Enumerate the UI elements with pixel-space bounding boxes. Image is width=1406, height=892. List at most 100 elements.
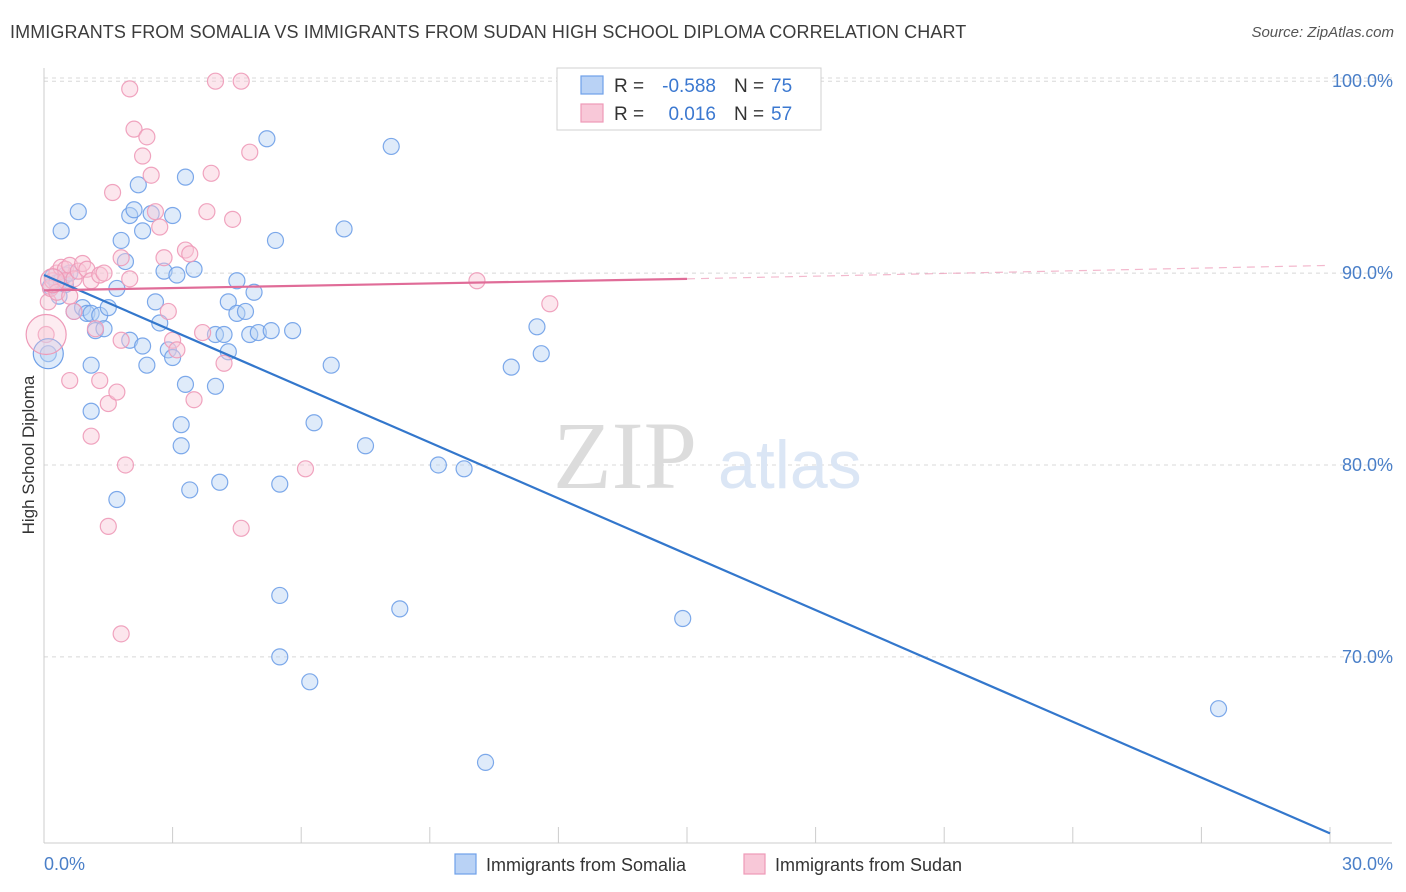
sudan-point: [121, 80, 139, 98]
chart-title: IMMIGRANTS FROM SOMALIA VS IMMIGRANTS FR…: [10, 22, 967, 42]
somalia-point: [82, 356, 100, 374]
sudan-point: [82, 427, 100, 445]
y-tick-label: 80.0%: [1342, 455, 1393, 475]
sudan-point: [108, 383, 126, 401]
somalia-point: [185, 260, 203, 278]
sudan-point: [232, 72, 250, 90]
sudan-point: [198, 203, 216, 221]
sudan-point: [296, 460, 315, 478]
sudan-point: [232, 519, 250, 537]
sudan-cluster-point: [25, 313, 67, 356]
legend-r-value-somalia: -0.588: [662, 76, 716, 97]
somalia-point: [382, 137, 400, 156]
somalia-point: [176, 375, 195, 393]
somalia-point: [138, 356, 156, 374]
sudan-point: [224, 210, 242, 228]
somalia-point: [78, 304, 96, 322]
somalia-point: [391, 600, 409, 618]
y-tick-label: 90.0%: [1342, 263, 1393, 283]
sudan-trend-line: [43, 277, 688, 292]
sudan-point: [202, 164, 220, 182]
legend-n-label-somalia: N =: [734, 76, 764, 97]
somalia-point: [245, 283, 263, 301]
somalia-point: [228, 272, 246, 290]
sudan-trend-extension: [686, 264, 1331, 280]
somalia-point: [108, 490, 126, 509]
sudan-point: [215, 354, 233, 372]
bottom-legend-label-somalia: Immigrants from Somalia: [486, 855, 687, 875]
sudan-point: [194, 323, 212, 342]
bottom-legend-label-sudan: Immigrants from Sudan: [775, 855, 962, 875]
legend-n-value-somalia: 75: [771, 76, 792, 97]
y-tick-label: 100.0%: [1332, 71, 1393, 91]
somalia-point: [476, 753, 495, 772]
legend-r-label-somalia: R =: [614, 76, 644, 97]
legend-swatch-sudan: [580, 103, 604, 123]
somalia-point: [215, 325, 233, 344]
sudan-point: [181, 245, 199, 263]
somalia-point: [176, 168, 195, 186]
legend-r-label-sudan: R =: [614, 104, 644, 125]
sudan-point: [164, 331, 182, 349]
sudan-point: [146, 203, 165, 221]
somalia-point: [164, 206, 182, 225]
watermark-zip: ZIP: [553, 402, 697, 509]
sudan-cluster-point: [39, 268, 66, 294]
stats-legend: R = -0.588 N = 75 R = 0.016 N = 57: [556, 67, 822, 131]
sudan-point: [99, 517, 117, 535]
watermark-atlas: atlas: [718, 427, 862, 503]
somalia-point: [52, 222, 70, 240]
somalia-point: [271, 648, 289, 666]
sudan-point: [168, 341, 186, 359]
somalia-point: [172, 416, 190, 434]
x-tick-label-max: 30.0%: [1342, 854, 1393, 874]
sudan-point: [61, 371, 79, 390]
chart-source: Source: ZipAtlas.com: [1251, 24, 1394, 41]
somalia-point: [129, 176, 147, 194]
legend-n-value-sudan: 57: [771, 104, 792, 125]
somalia-point: [1209, 700, 1228, 718]
points-layer: [25, 72, 1228, 772]
sudan-point: [86, 320, 105, 338]
y-tick-label: 70.0%: [1342, 647, 1393, 667]
somalia-point: [305, 414, 323, 432]
somalia-point: [455, 460, 473, 478]
somalia-point: [211, 473, 229, 491]
sudan-point: [142, 166, 160, 184]
sudan-point: [112, 331, 130, 349]
somalia-point: [301, 673, 319, 691]
sudan-point: [151, 218, 169, 236]
somalia-point: [172, 437, 190, 455]
somalia-point: [284, 322, 302, 340]
sudan-point: [61, 287, 79, 305]
somalia-point: [429, 456, 447, 474]
somalia-point: [502, 358, 520, 376]
bottom-legend-swatch-sudan: [743, 853, 766, 875]
somalia-point: [271, 586, 289, 605]
somalia-point: [69, 203, 87, 221]
sudan-point: [121, 270, 139, 288]
sudan-point: [541, 295, 559, 313]
somalia-point: [133, 222, 152, 240]
sudan-point: [112, 249, 130, 267]
sudan-point: [468, 272, 486, 290]
sudan-point: [65, 302, 83, 321]
legend-n-label-sudan: N =: [734, 104, 764, 125]
somalia-point: [146, 293, 165, 311]
sudan-point: [155, 249, 173, 267]
somalia-point: [258, 130, 276, 148]
somalia-point: [322, 356, 340, 374]
series-legend: Immigrants from Somalia Immigrants from …: [454, 853, 962, 875]
somalia-point: [271, 475, 289, 493]
axis-layer: 70.0% 80.0% 90.0% 100.0% 0.0% 30.0%: [43, 68, 1393, 874]
sudan-point: [39, 293, 57, 311]
legend-r-value-sudan: 0.016: [668, 104, 716, 125]
trend-layer: [43, 264, 1331, 835]
sudan-point: [99, 394, 117, 413]
somalia-point: [168, 266, 186, 284]
sudan-point: [206, 72, 225, 90]
sudan-point: [112, 625, 130, 643]
somalia-point: [532, 345, 550, 363]
sudan-point: [103, 183, 122, 202]
